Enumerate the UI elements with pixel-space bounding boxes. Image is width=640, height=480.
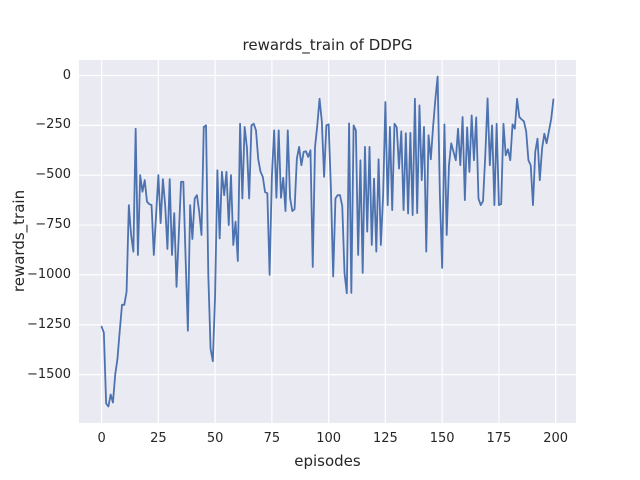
y-tick-label: −1000 (27, 266, 71, 282)
x-tick-label: 100 (316, 431, 342, 446)
x-tick-label: 125 (372, 431, 398, 446)
y-tick-label: −1500 (27, 366, 71, 382)
x-tick-label: 150 (429, 431, 455, 446)
x-tick-label: 0 (97, 431, 106, 446)
y-tick-label: 0 (62, 67, 71, 83)
x-tick-label: 25 (150, 431, 167, 446)
x-tick-label: 200 (543, 431, 569, 446)
y-tick-label: −750 (35, 217, 71, 233)
x-axis-label: episodes (294, 452, 361, 470)
x-tick-label: 75 (263, 431, 281, 446)
y-tick-label: −1250 (27, 316, 71, 332)
y-tick-label: −250 (35, 117, 71, 133)
plot-svg (79, 60, 576, 423)
y-tick-label: −500 (35, 167, 71, 183)
x-tick-label: 175 (486, 431, 512, 446)
chart-title: rewards_train of DDPG (242, 36, 413, 54)
plot-area (79, 60, 576, 423)
series-line (100, 75, 555, 408)
y-axis-label: rewards_train (10, 189, 28, 293)
x-tick-label: 50 (206, 431, 224, 446)
